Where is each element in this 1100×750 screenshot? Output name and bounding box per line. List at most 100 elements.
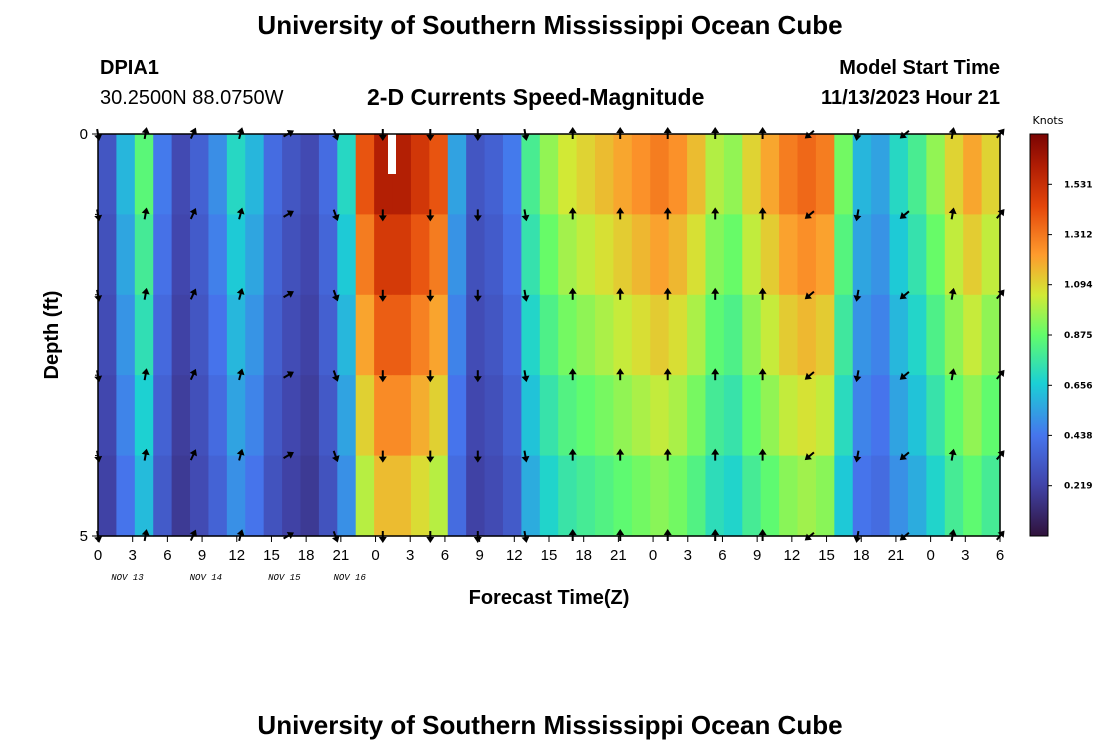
heatmap-cell bbox=[447, 375, 467, 457]
current-arrow bbox=[141, 287, 150, 300]
heatmap-cell bbox=[263, 294, 283, 376]
heatmap-cell bbox=[337, 294, 357, 376]
arrow-head bbox=[521, 536, 530, 543]
heatmap-cell bbox=[521, 455, 541, 537]
heatmap-cell bbox=[392, 134, 412, 215]
heatmap-cell bbox=[116, 375, 136, 457]
heatmap-cell bbox=[779, 214, 799, 296]
heatmap-cell bbox=[282, 214, 302, 296]
current-arrow bbox=[663, 529, 672, 541]
heatmap-cell bbox=[815, 294, 835, 376]
missing-data-gap bbox=[388, 134, 396, 174]
current-arrow bbox=[616, 127, 625, 139]
x-tick-label: 18 bbox=[575, 547, 592, 564]
current-arrow bbox=[426, 531, 435, 543]
heatmap-cell bbox=[576, 375, 596, 457]
y-tick-label: 5 bbox=[80, 528, 88, 545]
heatmap-cell bbox=[595, 214, 615, 296]
arrow-head bbox=[236, 288, 245, 295]
current-arrow bbox=[473, 289, 482, 302]
heatmap-cell bbox=[521, 214, 541, 296]
x-tick-label: 6 bbox=[163, 547, 171, 564]
arrow-head bbox=[286, 290, 294, 298]
heatmap-cell bbox=[355, 134, 375, 215]
arrow-head bbox=[378, 456, 387, 463]
heatmap-cell bbox=[834, 455, 854, 537]
current-arrow bbox=[521, 370, 530, 383]
x-tick-label: 18 bbox=[853, 547, 870, 564]
heatmap-cell bbox=[760, 134, 780, 215]
heatmap-cell bbox=[263, 214, 283, 296]
plot-frame bbox=[97, 133, 1001, 537]
heatmap-cell bbox=[687, 214, 707, 296]
arrow-head bbox=[711, 448, 720, 455]
heatmap-cell bbox=[263, 455, 283, 537]
heatmap-cell bbox=[466, 455, 486, 537]
heatmap-cell bbox=[926, 375, 946, 457]
heatmap-cell bbox=[429, 375, 449, 457]
colorbar-tick-label: 1.312 bbox=[1064, 231, 1092, 241]
heatmap-cell bbox=[374, 214, 394, 296]
heatmap-cell bbox=[355, 375, 375, 457]
arrow-head bbox=[189, 529, 197, 537]
heatmap-cell bbox=[171, 455, 191, 537]
arrow-head bbox=[568, 529, 577, 535]
colorbar-ticks: 1.531 1.312 1.094 0.875 0.656 0.438 0.219 bbox=[1048, 180, 1092, 492]
arrow-head bbox=[568, 207, 577, 214]
heatmap-cell bbox=[576, 294, 596, 376]
heatmap-cell bbox=[502, 294, 522, 376]
current-arrow bbox=[853, 450, 862, 463]
x-tick-label: 3 bbox=[406, 547, 414, 564]
heatmap-cell bbox=[613, 214, 633, 296]
y-tick-label: 0 bbox=[80, 126, 88, 143]
heatmap-cell bbox=[226, 294, 246, 376]
arrow-head bbox=[948, 287, 957, 295]
heatmap-cell bbox=[907, 214, 927, 296]
heatmap-cell bbox=[263, 375, 283, 457]
current-arrow bbox=[426, 450, 435, 463]
arrow-head bbox=[899, 211, 907, 219]
heatmap-cell bbox=[760, 455, 780, 537]
heatmap-cell bbox=[226, 214, 246, 296]
heatmap-cell bbox=[466, 294, 486, 376]
heatmap-cell bbox=[484, 375, 504, 457]
heatmap-cell bbox=[595, 134, 615, 215]
arrow-head bbox=[141, 127, 150, 134]
current-arrow bbox=[521, 530, 530, 543]
heatmap-cell bbox=[760, 214, 780, 296]
current-arrow bbox=[189, 208, 197, 220]
heatmap-cell bbox=[944, 455, 964, 537]
model-start-label: Model Start Time bbox=[839, 57, 1000, 79]
current-arrow bbox=[236, 127, 245, 140]
current-arrow bbox=[189, 449, 197, 461]
arrow-head bbox=[758, 448, 767, 455]
heatmap-cell bbox=[392, 294, 412, 376]
heatmap-cell bbox=[889, 134, 909, 215]
current-arrow bbox=[521, 450, 530, 463]
colorbar-unit: Knots bbox=[1033, 114, 1064, 127]
arrow-head bbox=[521, 295, 530, 302]
current-arrow bbox=[378, 289, 387, 302]
arrow-head bbox=[853, 455, 862, 463]
current-arrow bbox=[663, 287, 672, 300]
heatmap-cell bbox=[392, 375, 412, 457]
arrow-head bbox=[378, 295, 387, 302]
heatmap-cell bbox=[282, 134, 302, 215]
heatmap-cell bbox=[190, 294, 210, 376]
current-arrow bbox=[804, 210, 815, 219]
arrow-head bbox=[378, 135, 387, 141]
heatmap-cell bbox=[153, 214, 173, 296]
heatmap-cell bbox=[171, 294, 191, 376]
heatmap-cell bbox=[245, 134, 265, 215]
heatmap-cell bbox=[484, 134, 504, 215]
current-arrow bbox=[948, 207, 957, 220]
current-arrow bbox=[899, 371, 910, 380]
arrow-head bbox=[426, 295, 435, 302]
heatmap-cell bbox=[484, 294, 504, 376]
heatmap-cell bbox=[871, 214, 891, 296]
heatmap-cell bbox=[558, 375, 578, 457]
current-arrow bbox=[853, 128, 862, 141]
arrow-head bbox=[616, 368, 625, 375]
heatmap-cell bbox=[466, 214, 486, 296]
heatmap-cell bbox=[521, 134, 541, 215]
